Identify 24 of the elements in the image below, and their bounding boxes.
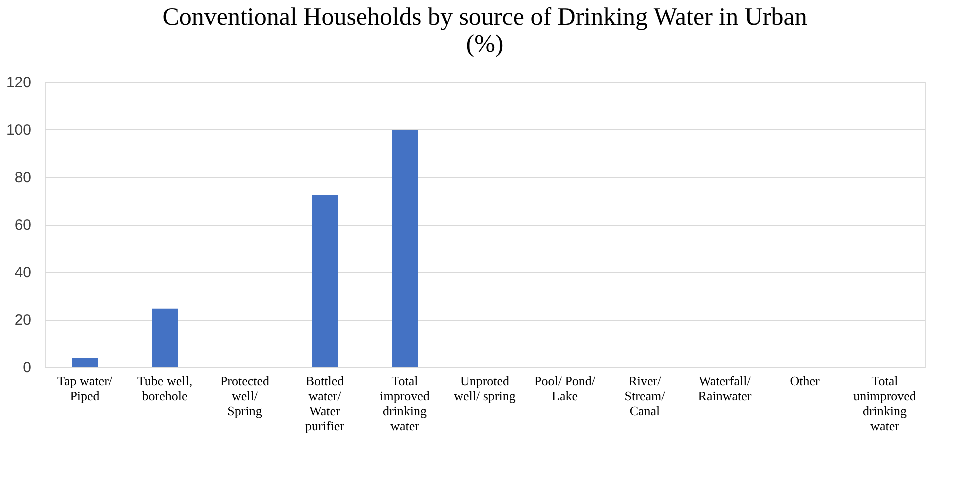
- x-tick-label: River/ Stream/ Canal: [624, 374, 666, 418]
- x-tick-label: Total improved drinking water: [380, 374, 430, 434]
- bar: [392, 130, 418, 367]
- x-tick-label: Tube well, borehole: [137, 374, 193, 404]
- x-tick-label: Pool/ Pond/ Lake: [534, 374, 596, 404]
- x-tick-label: Unproted well/ spring: [454, 374, 516, 404]
- y-tick-label: 20: [14, 312, 32, 329]
- x-tick-label: Protected well/ Spring: [220, 374, 270, 418]
- y-tick-label: 0: [23, 360, 32, 376]
- y-tick-label: 80: [14, 170, 32, 186]
- text: (%): [466, 31, 504, 58]
- y-tick-label: 60: [14, 217, 32, 234]
- x-tick-label: Total unimproved drinking water: [854, 374, 917, 434]
- y-tick-label: 120: [6, 74, 32, 92]
- bar: [72, 358, 98, 367]
- x-tick-label: Bottled water/ Water purifier: [306, 374, 346, 434]
- x-tick-label: Other: [790, 374, 820, 388]
- y-tick-label: 100: [6, 122, 32, 139]
- x-tick-label: Waterfall/ Rainwater: [698, 374, 752, 404]
- y-tick-label: 40: [14, 264, 32, 282]
- text: Conventional Households by source of Drinking Water in Urban: [162, 4, 808, 31]
- bar: [152, 308, 178, 367]
- x-tick-label: Tap water/ Piped: [57, 374, 113, 404]
- bar: [312, 196, 338, 367]
